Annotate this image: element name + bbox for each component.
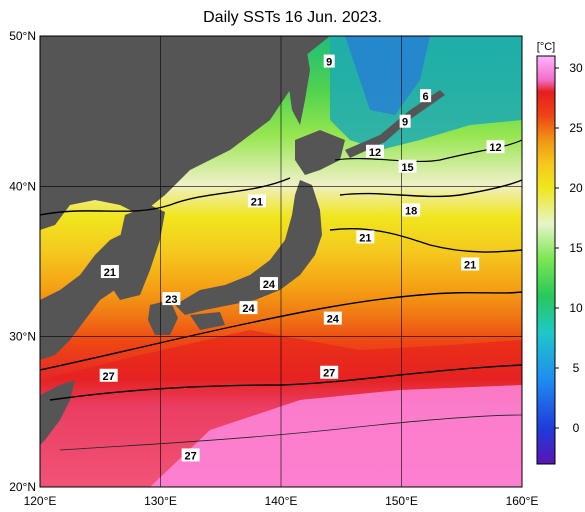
svg-text:21: 21 — [251, 196, 263, 208]
lon-tick-label: 120°E — [24, 494, 57, 508]
lat-tick-label: 50°N — [9, 29, 36, 43]
contour-label: 9 — [323, 54, 335, 69]
map-title: Daily SSTs 16 Jun. 2023. — [203, 9, 382, 26]
contour-labels: 9 6 9 12 12 15 21 18 21 21 21 24 23 24 24 27 27 27 — [99, 54, 505, 462]
svg-text:9: 9 — [402, 117, 408, 129]
svg-text:15: 15 — [401, 162, 413, 174]
lon-tick-label: 150°E — [385, 494, 418, 508]
isotherm-line — [329, 227, 522, 253]
isotherm-line — [49, 364, 522, 401]
svg-text:21: 21 — [464, 260, 476, 272]
lon-tick-label: 160°E — [506, 494, 539, 508]
contour-label: 21 — [356, 230, 375, 244]
colorbar-unit-label: [°C] — [537, 41, 555, 53]
colorbar-tick-label: 25 — [569, 121, 583, 135]
svg-text:27: 27 — [323, 368, 335, 380]
land-kuril-islands — [345, 90, 445, 158]
lat-tick-label: 20°N — [9, 480, 36, 494]
contour-label: 9 — [399, 114, 411, 129]
svg-text:23: 23 — [165, 294, 177, 306]
contour-label: 27 — [99, 368, 118, 383]
lat-tick-label: 40°N — [9, 179, 36, 193]
land-small-island — [188, 120, 196, 132]
svg-text:12: 12 — [369, 147, 381, 159]
svg-text:6: 6 — [423, 91, 429, 103]
land-hokkaido — [295, 130, 345, 175]
isotherm-line — [40, 177, 291, 216]
svg-text:24: 24 — [263, 279, 276, 291]
land-continent — [40, 36, 330, 230]
contour-label: 24 — [239, 301, 258, 315]
lon-tick-label: 140°E — [265, 494, 298, 508]
colorbar: [°C] 30 25 20 15 10 5 0 — [536, 41, 583, 465]
svg-text:24: 24 — [327, 314, 340, 326]
svg-text:27: 27 — [185, 450, 197, 462]
lat-tick-label: 30°N — [9, 330, 36, 344]
colorbar-tick-label: 15 — [569, 241, 583, 255]
isotherm-line — [40, 291, 522, 371]
svg-text:9: 9 — [326, 57, 332, 69]
colorbar-tick-label: 20 — [569, 181, 583, 195]
colorbar-tick-label: 5 — [573, 361, 580, 375]
land-sakhalin — [288, 40, 310, 125]
contour-label: 6 — [420, 89, 432, 103]
svg-text:12: 12 — [489, 142, 501, 154]
map-frame — [39, 35, 523, 488]
contour-label: 27 — [320, 365, 339, 380]
contour-label: 24 — [259, 277, 278, 291]
svg-text:21: 21 — [359, 232, 371, 244]
contour-label: 23 — [162, 292, 181, 306]
land-kyushu — [148, 300, 178, 335]
colorbar-tick-label: 0 — [573, 421, 580, 435]
hot-region — [150, 385, 522, 487]
land-korea — [110, 205, 165, 300]
svg-text:24: 24 — [242, 303, 255, 315]
axis-labels: 120°E 130°E 140°E 150°E 160°E 20°N 30°N 40°N 50°… — [9, 29, 538, 508]
isotherm-line — [339, 179, 522, 198]
contour-label: 21 — [247, 194, 266, 208]
isotherm-line — [59, 414, 522, 451]
land-shikoku — [190, 312, 225, 330]
colorbar-scale — [536, 55, 556, 465]
svg-text:21: 21 — [104, 267, 116, 279]
svg-text:18: 18 — [405, 205, 417, 217]
colorbar-tick-label: 30 — [569, 61, 583, 75]
contour-label: 21 — [100, 265, 119, 279]
svg-text:27: 27 — [103, 371, 115, 383]
lon-tick-label: 130°E — [144, 494, 177, 508]
land-taiwan — [40, 380, 75, 445]
contour-label: 27 — [181, 448, 200, 462]
contour-label: 15 — [398, 159, 417, 174]
contour-label: 24 — [323, 311, 342, 326]
cold-core-region — [345, 36, 430, 115]
contour-label: 12 — [486, 140, 505, 154]
contour-label: 18 — [402, 203, 421, 217]
colorbar-tick-label: 10 — [569, 301, 583, 315]
contour-label: 21 — [461, 257, 480, 272]
land-honshu — [175, 180, 322, 315]
contour-label: 12 — [365, 144, 384, 159]
